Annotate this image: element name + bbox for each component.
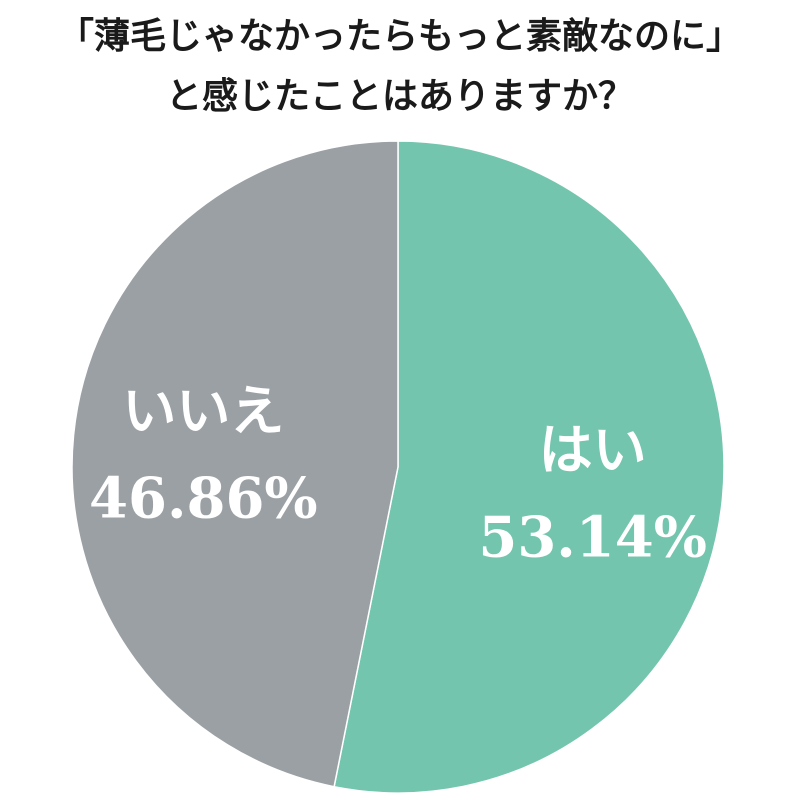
- chart-title-line-1: 「薄毛じゃなかったらもっと素敵なのに」: [57, 15, 742, 57]
- slice-yes: [333, 140, 725, 794]
- slice-no-label: いいえ: [122, 379, 284, 443]
- slice-no-percent: 46.86%: [89, 466, 318, 532]
- slice-yes-label: はい: [539, 417, 647, 481]
- slice-yes-percent: 53.14%: [478, 504, 707, 570]
- slice-no: [71, 140, 399, 788]
- chart-title-line-2: と感じたことはありますか？: [165, 75, 634, 117]
